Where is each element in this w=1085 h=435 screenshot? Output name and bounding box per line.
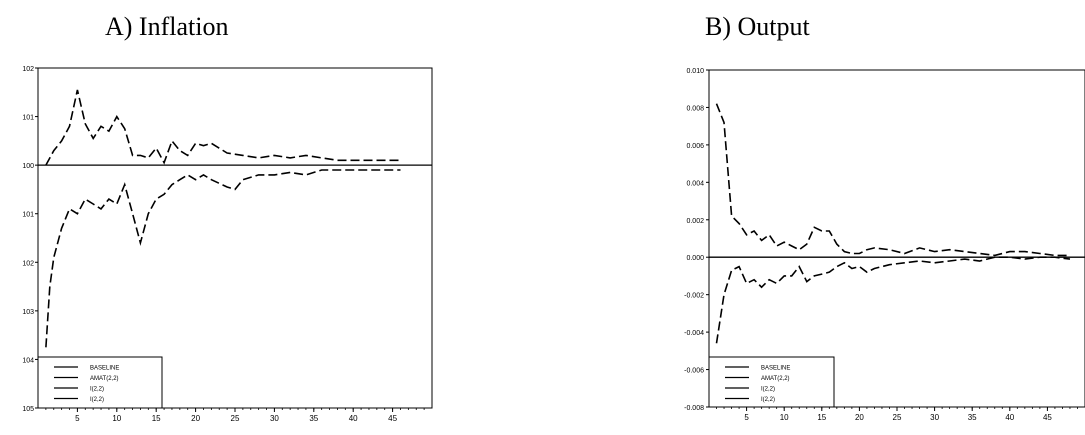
dashed-band-series-1 bbox=[45, 89, 401, 166]
x-tick-label: 30 bbox=[270, 414, 279, 423]
legend-label: BASELINE bbox=[761, 366, 790, 372]
x-tick-label: 30 bbox=[930, 413, 939, 422]
y-tick-label: 102 bbox=[22, 66, 34, 73]
x-tick-label: 25 bbox=[231, 414, 240, 423]
y-tick-label: 0.010 bbox=[686, 68, 704, 75]
panel-a-title: A) Inflation bbox=[105, 12, 229, 41]
dashed-band-series-2 bbox=[715, 256, 1071, 344]
y-tick-label: 105 bbox=[22, 406, 34, 413]
y-tick-label: 0.008 bbox=[686, 105, 704, 112]
legend-box bbox=[37, 356, 163, 409]
dashed-band-series-2 bbox=[45, 169, 401, 348]
x-tick-label: 25 bbox=[893, 413, 902, 422]
x-tick-label: 15 bbox=[152, 414, 161, 423]
x-tick-label: 20 bbox=[191, 414, 200, 423]
dashed-band-series-1 bbox=[715, 103, 1070, 257]
y-tick-label: 0.004 bbox=[686, 180, 704, 187]
y-tick-label: -0.006 bbox=[684, 368, 704, 375]
x-tick-label: 20 bbox=[855, 413, 864, 422]
x-tick-label: 15 bbox=[817, 413, 826, 422]
x-tick-label: 35 bbox=[968, 413, 977, 422]
y-tick-label: 101 bbox=[22, 115, 34, 122]
y-tick-label: -0.008 bbox=[684, 405, 704, 412]
x-tick-label: 45 bbox=[1043, 413, 1052, 422]
y-tick-label: 0.006 bbox=[686, 143, 704, 150]
legend-label: I(2,2) bbox=[761, 397, 775, 403]
x-tick-label: 10 bbox=[112, 414, 121, 423]
x-tick-label: 40 bbox=[349, 414, 358, 423]
legend-label: I(2,2) bbox=[90, 397, 104, 403]
x-tick-label: 5 bbox=[744, 413, 749, 422]
y-tick-label: 103 bbox=[22, 309, 34, 316]
legend-label: AMAT(2,2) bbox=[761, 376, 790, 382]
x-tick-label: 45 bbox=[388, 414, 397, 423]
x-tick-label: 5 bbox=[75, 414, 80, 423]
y-tick-label: 102 bbox=[22, 260, 34, 267]
legend-label: I(2,2) bbox=[90, 387, 104, 393]
y-tick-label: -0.002 bbox=[684, 293, 704, 300]
y-tick-label: 101 bbox=[22, 212, 34, 219]
x-tick-label: 40 bbox=[1005, 413, 1014, 422]
legend-label: I(2,2) bbox=[761, 387, 775, 393]
y-tick-label: 0.002 bbox=[686, 218, 704, 225]
panel-b-title: B) Output bbox=[705, 12, 810, 41]
x-tick-label: 10 bbox=[780, 413, 789, 422]
legend-label: AMAT(2,2) bbox=[90, 376, 119, 382]
x-tick-label: 35 bbox=[309, 414, 318, 423]
y-tick-label: 104 bbox=[22, 357, 34, 364]
y-tick-label: 0.000 bbox=[686, 255, 704, 262]
y-tick-label: 100 bbox=[22, 163, 34, 170]
y-tick-label: -0.004 bbox=[684, 330, 704, 337]
legend-label: BASELINE bbox=[90, 366, 119, 372]
